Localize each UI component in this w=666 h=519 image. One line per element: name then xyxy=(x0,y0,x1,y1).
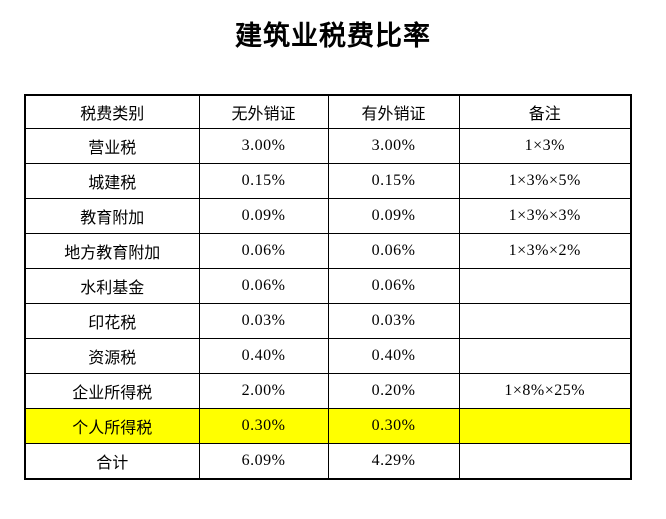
cell-with-cert: 0.06% xyxy=(327,268,460,304)
table-row: 营业税 3.00% 3.00% 1×3% xyxy=(24,128,632,164)
table-row: 资源税 0.40% 0.40% xyxy=(24,338,632,374)
cell-note xyxy=(458,443,632,480)
cell-note xyxy=(458,268,632,304)
cell-note xyxy=(458,408,632,444)
cell-no-cert: 0.15% xyxy=(198,163,329,199)
cell-no-cert: 0.30% xyxy=(198,408,329,444)
cell-category: 合计 xyxy=(24,443,200,480)
col-header-category: 税费类别 xyxy=(24,94,200,129)
cell-category: 印花税 xyxy=(24,303,200,339)
col-header-no-cert: 无外销证 xyxy=(198,94,329,129)
cell-with-cert: 3.00% xyxy=(327,128,460,164)
tax-rate-table: 税费类别 无外销证 有外销证 备注 营业税 3.00% 3.00% 1×3% 城… xyxy=(24,94,632,480)
cell-note: 1×3%×2% xyxy=(458,233,632,269)
col-header-with-cert: 有外销证 xyxy=(327,94,460,129)
table-row: 教育附加 0.09% 0.09% 1×3%×3% xyxy=(24,198,632,234)
cell-no-cert: 0.40% xyxy=(198,338,329,374)
cell-note xyxy=(458,303,632,339)
cell-note: 1×3%×3% xyxy=(458,198,632,234)
cell-category: 企业所得税 xyxy=(24,373,200,409)
cell-with-cert: 4.29% xyxy=(327,443,460,480)
cell-category: 资源税 xyxy=(24,338,200,374)
table-row-total: 合计 6.09% 4.29% xyxy=(24,443,632,480)
page-title: 建筑业税费比率 xyxy=(235,21,431,51)
cell-no-cert: 0.03% xyxy=(198,303,329,339)
cell-category: 水利基金 xyxy=(24,268,200,304)
cell-with-cert: 0.30% xyxy=(327,408,460,444)
cell-category: 营业税 xyxy=(24,128,200,164)
table-row: 水利基金 0.06% 0.06% xyxy=(24,268,632,304)
cell-note: 1×3%×5% xyxy=(458,163,632,199)
cell-no-cert: 0.06% xyxy=(198,268,329,304)
cell-note: 1×8%×25% xyxy=(458,373,632,409)
cell-no-cert: 0.06% xyxy=(198,233,329,269)
cell-with-cert: 0.03% xyxy=(327,303,460,339)
cell-no-cert: 2.00% xyxy=(198,373,329,409)
cell-with-cert: 0.09% xyxy=(327,198,460,234)
table-header-row: 税费类别 无外销证 有外销证 备注 xyxy=(24,94,632,129)
cell-note xyxy=(458,338,632,374)
table-row: 印花税 0.03% 0.03% xyxy=(24,303,632,339)
cell-with-cert: 0.20% xyxy=(327,373,460,409)
table-row: 企业所得税 2.00% 0.20% 1×8%×25% xyxy=(24,373,632,409)
col-header-note: 备注 xyxy=(458,94,632,129)
table-row: 地方教育附加 0.06% 0.06% 1×3%×2% xyxy=(24,233,632,269)
cell-no-cert: 3.00% xyxy=(198,128,329,164)
cell-note: 1×3% xyxy=(458,128,632,164)
cell-category: 个人所得税 xyxy=(24,408,200,444)
cell-with-cert: 0.15% xyxy=(327,163,460,199)
cell-with-cert: 0.40% xyxy=(327,338,460,374)
cell-category: 教育附加 xyxy=(24,198,200,234)
cell-category: 地方教育附加 xyxy=(24,233,200,269)
table-row-highlighted: 个人所得税 0.30% 0.30% xyxy=(24,408,632,444)
cell-no-cert: 6.09% xyxy=(198,443,329,480)
cell-category: 城建税 xyxy=(24,163,200,199)
cell-no-cert: 0.09% xyxy=(198,198,329,234)
table-row: 城建税 0.15% 0.15% 1×3%×5% xyxy=(24,163,632,199)
cell-with-cert: 0.06% xyxy=(327,233,460,269)
